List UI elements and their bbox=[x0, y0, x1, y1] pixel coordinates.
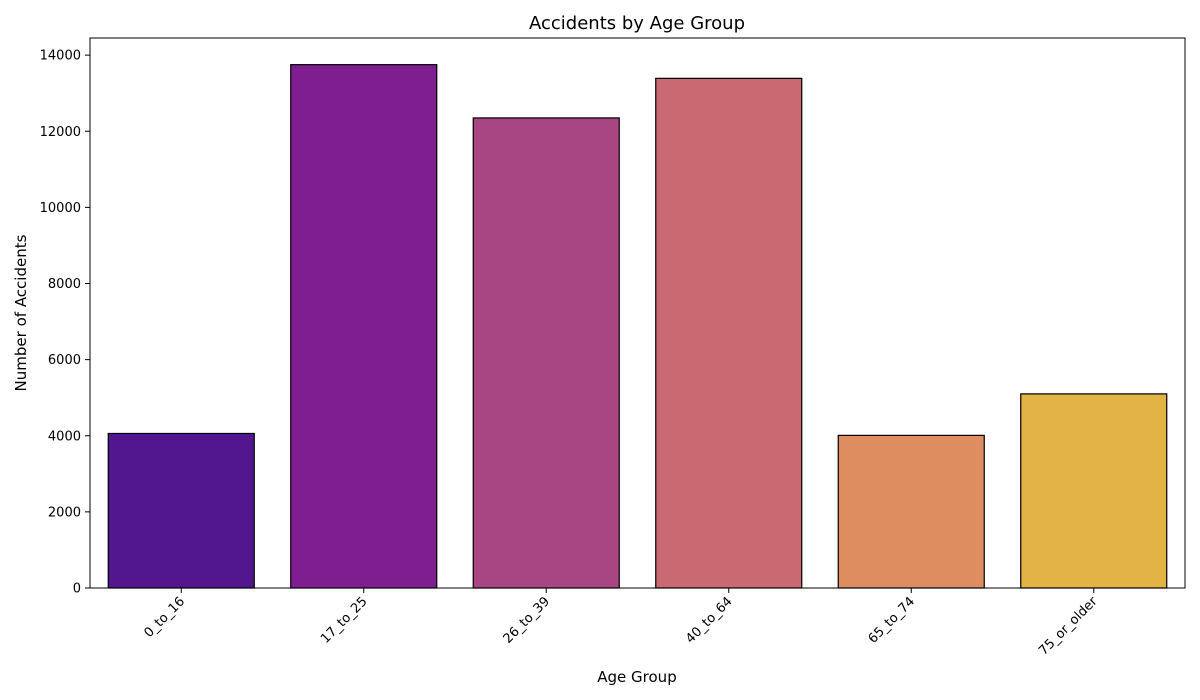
y-tick-label: 4000 bbox=[48, 429, 81, 444]
y-tick-label: 14000 bbox=[40, 49, 81, 64]
bar-17_to_25 bbox=[290, 64, 438, 589]
y-tick-label: 8000 bbox=[48, 277, 81, 292]
x-tick-label: 75_or_older bbox=[1036, 594, 1101, 659]
x-tick-label: 17_to_25 bbox=[318, 594, 370, 646]
y-tick-label: 2000 bbox=[48, 505, 81, 520]
x-axis: 0_to_16 17_to_25 26_to_39 40_to_64 65_to_74 7… bbox=[141, 588, 1101, 659]
bar-40_to_64 bbox=[655, 77, 803, 589]
x-tick-label: 0_to_16 bbox=[141, 594, 188, 641]
x-axis-label: Age Group bbox=[597, 668, 676, 686]
y-tick-label: 6000 bbox=[48, 353, 81, 368]
bars-group bbox=[107, 64, 1168, 589]
y-axis: 0 2000 4000 6000 8000 10000 12000 14000 bbox=[40, 49, 90, 597]
chart-title: Accidents by Age Group bbox=[529, 13, 745, 34]
x-tick-label: 65_to_74 bbox=[866, 594, 918, 646]
x-tick-label: 26_to_39 bbox=[501, 594, 553, 646]
y-tick-label: 12000 bbox=[40, 125, 81, 140]
bar-75_or_older bbox=[1020, 393, 1168, 589]
bar-65_to_74 bbox=[837, 434, 985, 589]
y-tick-label: 10000 bbox=[40, 201, 81, 216]
bar-26_to_39 bbox=[472, 117, 620, 589]
bar-0_to_16 bbox=[107, 432, 255, 589]
x-tick-label: 40_to_64 bbox=[683, 594, 735, 646]
y-tick-label: 0 bbox=[73, 582, 81, 597]
y-axis-label: Number of Accidents bbox=[12, 234, 30, 391]
plot-frame bbox=[89, 37, 1186, 589]
